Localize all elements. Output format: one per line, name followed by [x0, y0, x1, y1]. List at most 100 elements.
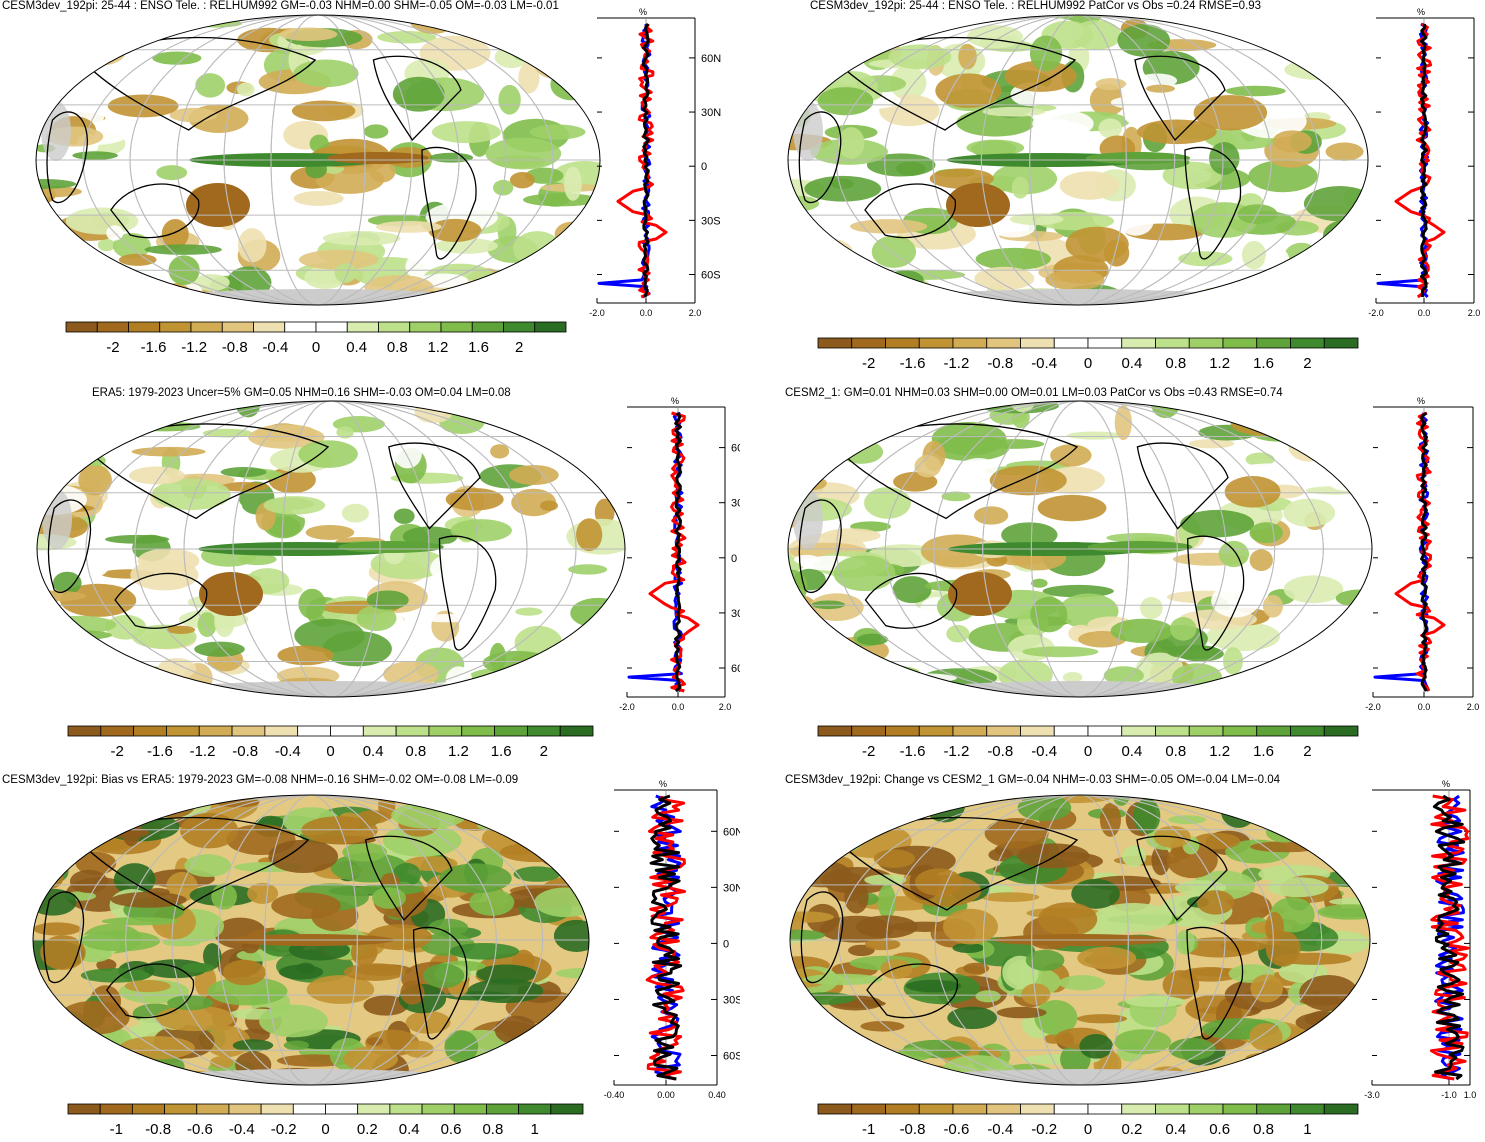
- profile-x-tick: 2.0: [719, 702, 732, 712]
- colorbar-label: -0.4: [229, 1121, 255, 1138]
- colorbar-swatch: [159, 321, 192, 333]
- profile-unit: %: [671, 396, 679, 406]
- profile-x-tick: -3.0: [1364, 1090, 1380, 1100]
- colorbar-swatch: [851, 337, 886, 349]
- colorbar-label: -0.6: [943, 1121, 969, 1138]
- colorbar-swatch: [1188, 1103, 1224, 1115]
- colorbar-swatch: [164, 1103, 198, 1115]
- profile-line: [1394, 22, 1446, 299]
- colorbar-label: 1.2: [1209, 355, 1230, 372]
- map-field: [788, 401, 1372, 697]
- colorbar-swatch: [1256, 725, 1291, 737]
- colorbar-label: -0.8: [987, 355, 1013, 372]
- colorbar-label: 0.4: [399, 1121, 420, 1138]
- colorbar-label: -1: [862, 1121, 875, 1138]
- profile-lat-label: 30S: [731, 608, 740, 620]
- colorbar-swatch: [885, 725, 920, 737]
- panel-title: CESM3dev_192pi: Bias vs ERA5: 1979-2023 …: [2, 774, 519, 786]
- colorbar-label: 0: [1084, 355, 1092, 372]
- colorbar-swatch: [1256, 337, 1291, 349]
- profile-line: [674, 412, 682, 693]
- colorbar-label: -0.4: [987, 1121, 1013, 1138]
- colorbar-swatch: [1087, 1103, 1123, 1115]
- colorbar-label: 0: [1084, 743, 1092, 760]
- colorbar-swatch: [190, 321, 223, 333]
- colorbar-swatch: [260, 1103, 294, 1115]
- zonal-mean-profile: % 60N 30N 0 30S 60S -2.0 0.0 2.0: [619, 396, 740, 712]
- colorbar-swatch: [346, 321, 379, 333]
- profile-lat-label: 0: [723, 938, 729, 950]
- map-field: [36, 15, 600, 305]
- colorbar-label: -1: [110, 1121, 123, 1138]
- colorbar-swatch: [440, 321, 473, 333]
- colorbar-label: 0.8: [405, 743, 426, 760]
- profile-x-tick: 0.0: [640, 308, 653, 318]
- colorbar-swatch: [986, 725, 1021, 737]
- colorbar-label: -0.4: [1031, 743, 1057, 760]
- colorbar-label: -1.6: [141, 339, 167, 356]
- profile-lat-label: 60N: [701, 53, 721, 65]
- profile-x-tick: 1.0: [1464, 1090, 1477, 1100]
- profile-line: [642, 23, 650, 298]
- colorbar-swatch: [986, 337, 1021, 349]
- profile-lat-label: 60S: [723, 1051, 740, 1063]
- profile-x-tick: -1.0: [1441, 1090, 1457, 1100]
- colorbar-swatch: [253, 321, 286, 333]
- colorbar-label: 0.4: [1121, 743, 1142, 760]
- profile-x-tick: 0.0: [672, 702, 685, 712]
- colorbar-swatch: [817, 337, 853, 349]
- colorbar-swatch: [885, 1103, 920, 1115]
- profile-x-tick: 0.00: [657, 1090, 675, 1100]
- colorbar-swatch: [1053, 337, 1089, 349]
- colorbar-label: -0.8: [222, 339, 248, 356]
- profile-lat-label: 30S: [701, 215, 721, 227]
- colorbar-swatch: [284, 321, 317, 333]
- panel-era5: ERA5: 1979-2023 Uncer=5% GM=0.05 NHM=0.1…: [0, 385, 740, 770]
- colorbar-swatch: [1155, 725, 1190, 737]
- colorbar-label: -0.8: [987, 743, 1013, 760]
- colorbar-swatch: [133, 725, 167, 737]
- colorbar-swatch: [1256, 1103, 1291, 1115]
- profile-unit: %: [639, 7, 647, 17]
- colorbar-swatch: [1053, 1103, 1089, 1115]
- colorbar-swatch: [196, 1103, 230, 1115]
- profile-unit: %: [659, 779, 667, 789]
- colorbar-swatch: [297, 725, 331, 737]
- map-field: [37, 401, 625, 697]
- map-field: [33, 795, 589, 1085]
- colorbar-swatch: [1121, 1103, 1156, 1115]
- colorbar-swatch: [952, 725, 988, 737]
- colorbar-swatch: [198, 725, 233, 737]
- colorbar-label: -0.6: [187, 1121, 213, 1138]
- colorbar-label: 1: [531, 1121, 539, 1138]
- colorbar-swatch: [526, 725, 561, 737]
- colorbar-label: 0.8: [482, 1121, 503, 1138]
- colorbar-label: -2: [862, 743, 875, 760]
- colorbar-swatch: [885, 337, 920, 349]
- profile-line: [1373, 412, 1430, 692]
- colorbar-label: -1.2: [943, 355, 969, 372]
- colorbar-label: 1.6: [1253, 355, 1274, 372]
- colorbar-swatch: [851, 1103, 886, 1115]
- colorbar-label: 0.4: [1165, 1121, 1186, 1138]
- profile-line: [1432, 794, 1466, 1081]
- colorbar-label: 0: [326, 743, 334, 760]
- panel-cesm2: CESM2_1: GM=0.01 NHM=0.03 SHM=0.00 OM=0.…: [745, 385, 1485, 770]
- panel-title: CESM3dev_192pi: 25-44 : ENSO Tele. : REL…: [810, 0, 1262, 12]
- colorbar-swatch: [534, 321, 567, 333]
- panel-cesm3-enso-tele: CESM3dev_192pi: 25-44 : ENSO Tele. : REL…: [0, 0, 740, 385]
- colorbar-label: 0: [1084, 1121, 1092, 1138]
- profile-line: [1420, 411, 1428, 692]
- colorbar-swatch: [315, 321, 348, 333]
- colorbar-swatch: [1121, 725, 1156, 737]
- profile-lat-label: 0: [701, 161, 707, 173]
- panel-change: CESM3dev_192pi: Change vs CESM2_1 GM=-0.…: [745, 770, 1485, 1142]
- colorbar-swatch: [67, 725, 102, 737]
- profile-line: [645, 795, 687, 1081]
- colorbar-swatch: [131, 1103, 165, 1115]
- panel-figure: % -2.0 0.0 2.0 -2 -1.6 -1.2 -0.8 -0.4 0 0.4 0.8 1.2 1…: [787, 396, 1479, 760]
- colorbar-label: -0.8: [232, 743, 258, 760]
- panel-bias: CESM3dev_192pi: Bias vs ERA5: 1979-2023 …: [0, 770, 740, 1142]
- zonal-mean-profile: % -2.0 0.0 2.0: [1368, 7, 1480, 318]
- profile-lat-label: 60S: [701, 270, 721, 282]
